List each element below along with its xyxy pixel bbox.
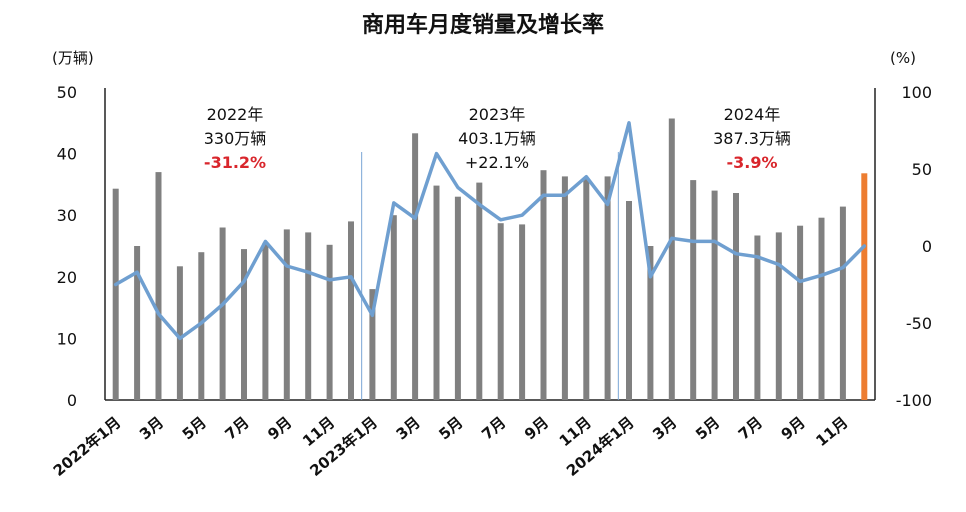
chart-title: 商用车月度销量及增长率: [362, 12, 604, 38]
sales-bar: [818, 217, 825, 400]
x-tick-label: 9月: [778, 413, 809, 443]
sales-bar: [390, 215, 397, 400]
year-summary-annotation: 2022年 330万辆 -31.2%: [204, 105, 267, 172]
y-right-tick-label: -100: [896, 391, 932, 410]
annotation-total: 387.3万辆: [713, 129, 791, 148]
annotation-year: 2023年: [469, 105, 526, 124]
x-tick-label: 3月: [136, 413, 167, 443]
sales-bar: [668, 118, 675, 400]
sales-bar: [155, 172, 162, 400]
x-tick-label: 5月: [179, 413, 210, 443]
sales-bar: [283, 229, 290, 400]
x-tick-label: 2022年1月: [50, 413, 125, 480]
annotation-total: 403.1万辆: [458, 129, 536, 148]
sales-bar: [861, 173, 868, 400]
sales-bar: [604, 176, 611, 400]
x-tick-label: 7月: [478, 413, 509, 443]
year-summary-annotation: 2024年 387.3万辆 -3.9%: [713, 105, 791, 172]
axes: [104, 88, 876, 401]
y-left-tick-label: 20: [57, 268, 77, 287]
annotation-total: 330万辆: [204, 129, 267, 148]
y-left-tick-label: 10: [57, 329, 77, 348]
y-left-tick-label: 0: [67, 391, 77, 410]
annotations: 2022年 330万辆 -31.2% 2023年 403.1万辆 +22.1% 2024年 3…: [204, 105, 791, 172]
y-left-unit-label: (万辆): [52, 49, 94, 67]
x-tick-label: 9月: [521, 413, 552, 443]
sales-bar: [112, 188, 119, 400]
sales-bar: [241, 249, 247, 400]
x-tick-label: 11月: [812, 413, 851, 450]
sales-bar: [561, 176, 568, 400]
y-right-tick-label: -50: [906, 314, 932, 333]
sales-bar: [733, 193, 739, 400]
x-tick-label: 5月: [435, 413, 466, 443]
growth-rate-line: [113, 121, 867, 341]
sales-bar: [369, 289, 376, 400]
sales-bar: [754, 235, 761, 400]
sales-bar: [797, 225, 804, 400]
x-tick-label: 7月: [222, 413, 253, 443]
year-summary-annotation: 2023年 403.1万辆 +22.1%: [458, 105, 536, 172]
sales-bar: [198, 252, 205, 400]
sales-bar: [711, 190, 718, 400]
y-right-tick-label: 50: [912, 160, 932, 179]
sales-bar: [348, 221, 354, 400]
growth-line-series: [113, 121, 867, 341]
x-tick-label: 7月: [735, 413, 766, 443]
sales-bar: [454, 196, 461, 400]
sales-bar: [176, 266, 183, 400]
y-left-tick-label: 40: [57, 145, 77, 164]
sales-bar: [497, 223, 504, 400]
sales-bar: [839, 206, 846, 400]
sales-bar: [775, 232, 782, 400]
sales-bar: [262, 242, 269, 400]
sales-bar: [305, 232, 312, 400]
annotation-change: -3.9%: [726, 153, 777, 172]
sales-bar: [134, 246, 141, 400]
sales-bar: [326, 244, 333, 400]
annotation-change: +22.1%: [465, 153, 529, 172]
annotation-year: 2024年: [724, 105, 781, 124]
y-right-tick-label: 100: [901, 83, 932, 102]
x-tick-label: 5月: [692, 413, 723, 443]
sales-bar: [583, 178, 590, 400]
sales-bar: [412, 133, 419, 401]
y-right-unit-label: (%): [890, 49, 916, 67]
sales-bar: [219, 227, 226, 400]
sales-bar: [690, 180, 697, 400]
x-tick-label: 9月: [264, 413, 295, 443]
annotation-change: -31.2%: [204, 153, 266, 172]
sales-bar: [626, 201, 632, 400]
sales-bar: [476, 182, 483, 400]
x-tick-label: 3月: [393, 413, 424, 443]
sales-bar: [540, 170, 547, 400]
annotation-year: 2022年: [207, 105, 264, 124]
x-tick-label: 3月: [649, 413, 680, 443]
sales-bar: [433, 185, 440, 400]
sales-bar: [647, 246, 654, 400]
y-right-tick-label: 0: [922, 237, 932, 256]
y-left-tick-label: 50: [57, 83, 77, 102]
sales-bar: [519, 224, 526, 400]
y-left-tick-label: 30: [57, 206, 77, 225]
bar-series: [112, 118, 868, 401]
